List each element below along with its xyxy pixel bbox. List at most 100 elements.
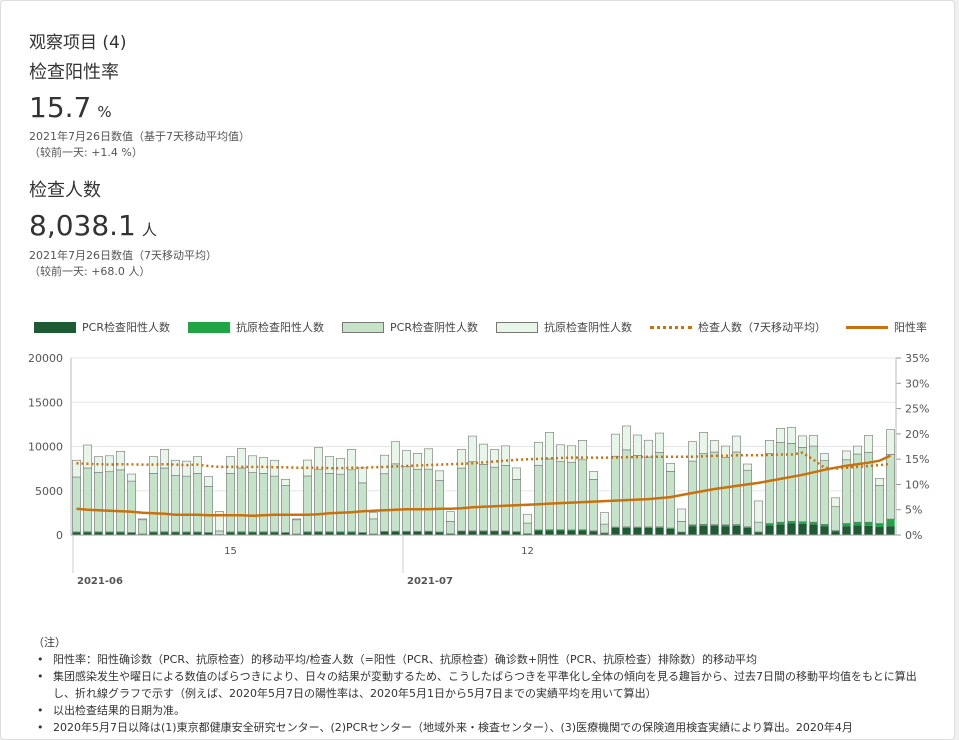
bar-antigen-negative	[787, 427, 795, 443]
y-right-tick-label: 30%	[905, 377, 929, 390]
bar-pcr-positive	[424, 532, 432, 535]
bar-antigen-negative	[336, 458, 344, 474]
bar-pcr-negative	[831, 507, 839, 531]
bar-antigen-negative	[622, 426, 630, 450]
bar-antigen-negative	[875, 478, 883, 485]
legend-item-pcr-positive[interactable]: PCR检查阳性人数	[34, 319, 170, 335]
legend-item-pcr-negative[interactable]: PCR检查阴性人数	[342, 319, 478, 335]
bar-antigen-negative	[743, 464, 751, 470]
bar-pcr-positive	[776, 524, 784, 535]
legend-item-tests-average[interactable]: 检查人数（7天移动平均）	[650, 319, 826, 335]
bar-pcr-positive	[556, 530, 564, 535]
bar-antigen-negative	[666, 463, 674, 471]
bar-antigen-positive	[886, 519, 894, 526]
bar-antigen-positive	[864, 522, 872, 526]
bar-pcr-negative	[534, 465, 542, 530]
legend-label: 抗原检查阳性人数	[236, 321, 324, 334]
bar-pcr-negative	[435, 481, 443, 532]
bar-pcr-negative	[248, 473, 256, 532]
bar-pcr-positive	[589, 531, 597, 535]
bar-pcr-positive	[611, 528, 619, 535]
legend-swatch-antigen-positive	[188, 322, 230, 333]
y-left-tick-label: 0	[56, 529, 63, 542]
bar-pcr-negative	[644, 457, 652, 527]
legend-label: 抗原检查阴性人数	[544, 321, 632, 334]
y-right-tick-label: 15%	[905, 453, 929, 466]
bar-antigen-negative	[358, 468, 366, 483]
bar-pcr-negative	[501, 465, 509, 530]
bar-pcr-negative	[281, 486, 289, 533]
y-right-tick-label: 0%	[905, 529, 922, 542]
bar-pcr-negative	[589, 479, 597, 530]
legend-swatch-tests-average	[650, 326, 692, 329]
y-left-tick-label: 10000	[28, 441, 63, 454]
bar-pcr-negative	[666, 471, 674, 528]
bar-pcr-positive	[666, 529, 674, 535]
bar-pcr-positive	[787, 523, 795, 535]
bar-pcr-negative	[182, 476, 190, 532]
bar-antigen-negative	[589, 471, 597, 479]
y-right-tick-label: 35%	[905, 352, 929, 365]
bar-pcr-negative	[83, 468, 91, 532]
bar-pcr-negative	[842, 460, 850, 524]
notes-heading: （注）	[33, 634, 938, 651]
bar-pcr-negative	[72, 477, 80, 532]
bar-antigen-negative	[820, 454, 828, 461]
bar-antigen-negative	[798, 436, 806, 448]
bar-pcr-positive	[809, 524, 817, 535]
bar-antigen-negative	[369, 513, 377, 519]
bar-antigen-negative	[325, 457, 333, 474]
bar-pcr-negative	[358, 483, 366, 533]
bar-antigen-negative	[402, 451, 410, 467]
bar-antigen-negative	[600, 513, 608, 525]
bar-pcr-negative	[578, 460, 586, 530]
bar-pcr-positive	[743, 528, 751, 535]
bar-antigen-negative	[171, 460, 179, 475]
bar-antigen-negative	[776, 428, 784, 442]
bar-pcr-negative	[314, 470, 322, 532]
bar-pcr-positive	[886, 526, 894, 535]
bar-pcr-negative	[424, 469, 432, 531]
bar-pcr-negative	[292, 520, 300, 534]
legend-item-antigen-positive[interactable]: 抗原检查阳性人数	[188, 319, 324, 335]
bar-pcr-positive	[853, 525, 861, 535]
bar-pcr-negative	[479, 464, 487, 530]
bar-pcr-negative	[655, 453, 663, 527]
bar-antigen-negative	[391, 442, 399, 464]
bar-pcr-negative	[204, 486, 212, 532]
bar-pcr-negative	[765, 454, 773, 524]
notes-section: （注） 阳性率：阳性确诊数（PCR、抗原检查）的移动平均/检查人数（=阳性（PC…	[33, 634, 938, 736]
legend-item-antigen-negative[interactable]: 抗原检查阴性人数	[496, 319, 632, 335]
legend-item-positivity-rate[interactable]: 阳性率	[846, 319, 927, 335]
bar-pcr-negative	[226, 473, 234, 531]
bar-antigen-negative	[512, 468, 520, 480]
bar-pcr-negative	[611, 456, 619, 527]
tests-chart: 2000015000100005000035%30%25%20%15%10%5%…	[1, 346, 956, 591]
bar-antigen-positive	[809, 522, 817, 524]
bar-pcr-negative	[138, 520, 146, 534]
bar-antigen-negative	[138, 519, 146, 520]
bar-pcr-positive	[864, 526, 872, 535]
bar-antigen-positive	[842, 523, 850, 526]
bar-pcr-negative	[171, 475, 179, 532]
note-item: 以出检查结果的日期为准。	[33, 702, 938, 719]
card-title: 观察项目 (4)	[29, 28, 126, 53]
bar-pcr-negative	[699, 454, 707, 525]
tests-date-note: 2021年7月26日数值（7天移动平均）	[29, 248, 217, 264]
bar-pcr-negative	[468, 462, 476, 531]
bar-antigen-negative	[842, 451, 850, 460]
bar-pcr-positive	[798, 524, 806, 535]
bar-antigen-negative	[237, 449, 245, 468]
bar-pcr-negative	[149, 473, 157, 531]
bar-antigen-negative	[831, 498, 839, 507]
bar-pcr-negative	[347, 470, 355, 532]
bar-antigen-negative	[809, 435, 817, 446]
bar-antigen-negative	[457, 450, 465, 469]
bar-antigen-negative	[853, 446, 861, 454]
bar-antigen-negative	[765, 440, 773, 453]
bar-antigen-positive	[853, 522, 861, 525]
bar-antigen-negative	[699, 432, 707, 453]
bar-antigen-negative	[886, 430, 894, 455]
legend-label: 阳性率	[894, 321, 927, 334]
positivity-label: 检查阳性率	[29, 58, 119, 84]
